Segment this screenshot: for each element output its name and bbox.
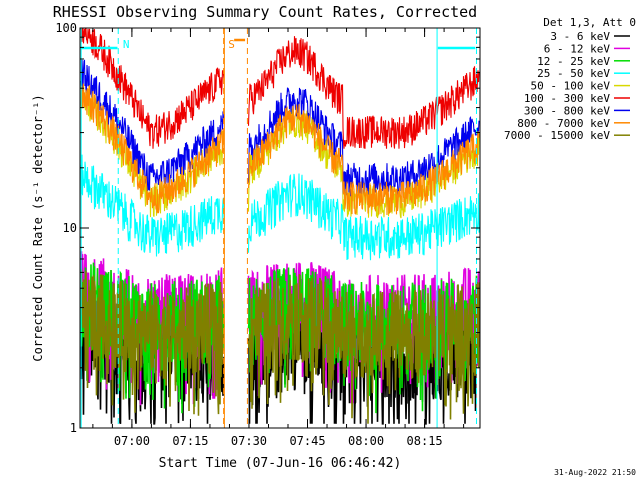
series-line-8 xyxy=(80,83,480,216)
chart-title: RHESSI Observing Summary Count Rates, Co… xyxy=(53,3,477,21)
x-axis-label: Start Time (07-Jun-16 06:46:42) xyxy=(159,456,402,471)
y-axis-label: Corrected Count Rate (s⁻¹ detector⁻¹) xyxy=(31,94,45,361)
y-tick-label: 1 xyxy=(70,421,77,435)
x-tick-label: 07:15 xyxy=(172,434,208,448)
marker-label-s: S xyxy=(228,38,235,51)
legend-label-4: 25 - 50 keV xyxy=(537,67,610,80)
legend-label-6: 100 - 300 keV xyxy=(524,92,610,105)
series-line-4 xyxy=(80,154,480,261)
y-tick-label: 10 xyxy=(63,221,77,235)
x-tick-label: 08:00 xyxy=(348,434,384,448)
legend-label-7: 300 - 800 keV xyxy=(524,104,610,117)
series-line-9 xyxy=(80,269,480,424)
y-tick-label: 100 xyxy=(55,21,77,35)
x-tick-label: 07:00 xyxy=(114,434,150,448)
legend-label-1: 3 - 6 keV xyxy=(550,30,610,43)
legend-title: Det 1,3, Att 0 xyxy=(543,16,636,29)
legend-label-2: 6 - 12 keV xyxy=(544,42,611,55)
legend-label-3: 12 - 25 keV xyxy=(537,55,610,68)
marker-label-n: N xyxy=(123,38,130,51)
legend-label-8: 800 - 7000 keV xyxy=(517,117,610,130)
plot-area: N S 1 10 100 07:00 07:15 07:30 07:45 08:00 08:15 xyxy=(55,21,481,448)
legend-label-9: 7000 - 15000 keV xyxy=(504,129,610,142)
x-tick-label: 07:45 xyxy=(289,434,325,448)
legend-label-5: 50 - 100 keV xyxy=(531,80,611,93)
footer-timestamp: 31-Aug-2022 21:50 xyxy=(554,468,636,477)
x-tick-label: 08:15 xyxy=(407,434,443,448)
x-tick-label: 07:30 xyxy=(231,434,267,448)
